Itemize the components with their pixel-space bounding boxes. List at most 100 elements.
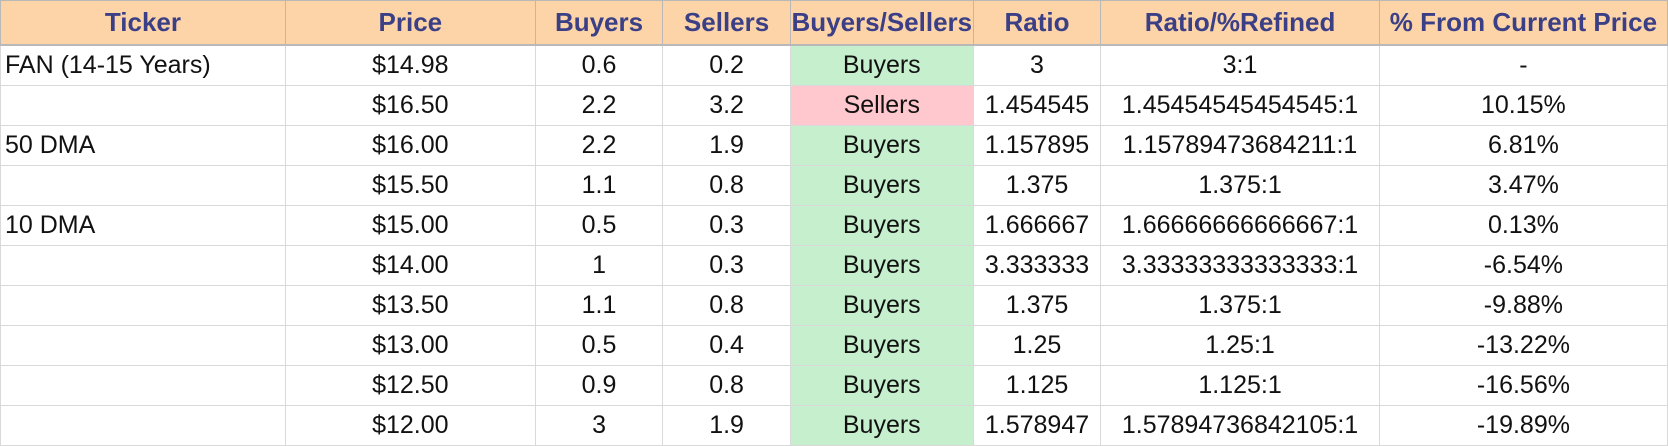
cell-signal[interactable]: Buyers — [789, 325, 974, 366]
cell-ticker[interactable] — [0, 405, 286, 446]
cell-pct-from-current[interactable]: -19.89% — [1378, 405, 1668, 446]
cell-ratio[interactable]: 1.666667 — [972, 205, 1102, 246]
cell-price[interactable]: $12.00 — [284, 405, 536, 446]
cell-ratio[interactable]: 1.454545 — [972, 85, 1102, 126]
cell-price[interactable]: $13.50 — [284, 285, 536, 326]
cell-ratio[interactable]: 1.125 — [972, 365, 1102, 406]
header-buyers-sellers[interactable]: Buyers/Sellers — [789, 0, 974, 46]
table-row: $15.50 1.1 0.8 Buyers 1.375 1.375:1 3.47% — [0, 165, 1668, 206]
cell-pct-from-current[interactable]: 0.13% — [1378, 205, 1668, 246]
cell-ratio-refined[interactable]: 3.33333333333333:1 — [1100, 245, 1380, 286]
table-row: FAN (14-15 Years) $14.98 0.6 0.2 Buyers 3 3:1- — [0, 44, 1668, 86]
cell-ratio-refined[interactable]: 1.125:1 — [1100, 365, 1380, 406]
header-price[interactable]: Price — [284, 0, 536, 46]
cell-ticker[interactable]: 50 DMA — [0, 125, 286, 166]
cell-sellers[interactable]: 0.8 — [662, 285, 791, 326]
cell-buyers[interactable]: 2.2 — [534, 85, 664, 126]
cell-sellers[interactable]: 1.9 — [662, 125, 791, 166]
cell-price[interactable]: $14.00 — [284, 245, 536, 286]
cell-ticker[interactable]: FAN (14-15 Years) — [0, 44, 286, 86]
table-row: $12.00 3 1.9 Buyers 1.578947 1.57894736842105… — [0, 405, 1668, 446]
cell-ratio-refined[interactable]: 1.375:1 — [1100, 285, 1380, 326]
cell-price[interactable]: $13.00 — [284, 325, 536, 366]
header-sellers[interactable]: Sellers — [662, 0, 791, 46]
cell-sellers[interactable]: 0.8 — [662, 165, 791, 206]
table-row: $16.50 2.2 3.2 Sellers 1.454545 1.45454545454… — [0, 85, 1668, 126]
cell-ticker[interactable] — [0, 85, 286, 126]
cell-ratio-refined[interactable]: 1.57894736842105:1 — [1100, 405, 1380, 446]
cell-ratio[interactable]: 1.375 — [972, 165, 1102, 206]
cell-signal[interactable]: Sellers — [789, 85, 974, 126]
cell-pct-from-current[interactable]: 10.15% — [1378, 85, 1668, 126]
table-row: 50 DMA $16.00 2.2 1.9 Buyers 1.157895 1.157894… — [0, 125, 1668, 166]
cell-buyers[interactable]: 2.2 — [534, 125, 664, 166]
cell-sellers[interactable]: 1.9 — [662, 405, 791, 446]
cell-ticker[interactable] — [0, 365, 286, 406]
cell-signal[interactable]: Buyers — [789, 125, 974, 166]
cell-sellers[interactable]: 0.3 — [662, 245, 791, 286]
cell-pct-from-current[interactable]: -13.22% — [1378, 325, 1668, 366]
cell-ratio-refined[interactable]: 1.45454545454545:1 — [1100, 85, 1380, 126]
cell-ratio-refined[interactable]: 1.66666666666667:1 — [1100, 205, 1380, 246]
table-row: $13.50 1.1 0.8 Buyers 1.375 1.375:1 -9.88% — [0, 285, 1668, 326]
cell-price[interactable]: $12.50 — [284, 365, 536, 406]
header-ticker[interactable]: Ticker — [0, 0, 286, 46]
cell-price[interactable]: $16.50 — [284, 85, 536, 126]
cell-buyers[interactable]: 0.5 — [534, 325, 664, 366]
header-row: Ticker Price Buyers Sellers Buyers/Selle… — [0, 0, 1668, 46]
header-ratio-refined[interactable]: Ratio/%Refined — [1100, 0, 1380, 46]
cell-ticker[interactable] — [0, 285, 286, 326]
cell-sellers[interactable]: 0.2 — [662, 44, 791, 86]
cell-ratio[interactable]: 1.578947 — [972, 405, 1102, 446]
cell-ratio-refined[interactable]: 1.375:1 — [1100, 165, 1380, 206]
cell-ratio[interactable]: 1.25 — [972, 325, 1102, 366]
cell-pct-from-current[interactable]: -6.54% — [1378, 245, 1668, 286]
cell-sellers[interactable]: 3.2 — [662, 85, 791, 126]
cell-ratio[interactable]: 3.333333 — [972, 245, 1102, 286]
header-pct-from-current[interactable]: % From Current Price — [1378, 0, 1668, 46]
cell-pct-from-current[interactable]: -9.88% — [1378, 285, 1668, 326]
header-buyers[interactable]: Buyers — [534, 0, 664, 46]
cell-signal[interactable]: Buyers — [789, 205, 974, 246]
cell-sellers[interactable]: 0.3 — [662, 205, 791, 246]
cell-ticker[interactable] — [0, 245, 286, 286]
cell-buyers[interactable]: 1.1 — [534, 165, 664, 206]
cell-signal[interactable]: Buyers — [789, 44, 974, 86]
cell-buyers[interactable]: 1.1 — [534, 285, 664, 326]
cell-signal[interactable]: Buyers — [789, 285, 974, 326]
cell-ratio-refined[interactable]: 1.25:1 — [1100, 325, 1380, 366]
cell-ratio-refined[interactable]: 3:1 — [1100, 44, 1380, 86]
cell-sellers[interactable]: 0.4 — [662, 325, 791, 366]
cell-ratio[interactable]: 1.375 — [972, 285, 1102, 326]
cell-ratio-refined[interactable]: 1.15789473684211:1 — [1100, 125, 1380, 166]
cell-ratio[interactable]: 3 — [972, 44, 1102, 86]
cell-buyers[interactable]: 3 — [534, 405, 664, 446]
cell-ticker[interactable]: 10 DMA — [0, 205, 286, 246]
cell-buyers[interactable]: 0.6 — [534, 44, 664, 86]
table-row: 10 DMA $15.00 0.5 0.3 Buyers 1.666667 1.666666… — [0, 205, 1668, 246]
cell-signal[interactable]: Buyers — [789, 245, 974, 286]
cell-signal[interactable]: Buyers — [789, 365, 974, 406]
header-ratio[interactable]: Ratio — [972, 0, 1102, 46]
cell-buyers[interactable]: 0.5 — [534, 205, 664, 246]
cell-ratio[interactable]: 1.157895 — [972, 125, 1102, 166]
cell-pct-from-current[interactable]: 6.81% — [1378, 125, 1668, 166]
cell-signal[interactable]: Buyers — [789, 405, 974, 446]
cell-buyers[interactable]: 1 — [534, 245, 664, 286]
table-body: FAN (14-15 Years) $14.98 0.6 0.2 Buyers 3 3:1-… — [0, 44, 1668, 446]
table-row: $13.00 0.5 0.4 Buyers 1.25 1.25:1 -13.22% — [0, 325, 1668, 366]
cell-price[interactable]: $16.00 — [284, 125, 536, 166]
cell-pct-from-current[interactable]: 3.47% — [1378, 165, 1668, 206]
cell-buyers[interactable]: 0.9 — [534, 365, 664, 406]
cell-ticker[interactable] — [0, 325, 286, 366]
cell-ticker[interactable] — [0, 165, 286, 206]
table-row: $14.00 1 0.3 Buyers 3.333333 3.33333333333333… — [0, 245, 1668, 286]
cell-pct-from-current[interactable]: -16.56% — [1378, 365, 1668, 406]
cell-signal[interactable]: Buyers — [789, 165, 974, 206]
cell-price[interactable]: $15.50 — [284, 165, 536, 206]
cell-price[interactable]: $14.98 — [284, 44, 536, 86]
cell-price[interactable]: $15.00 — [284, 205, 536, 246]
cell-pct-from-current[interactable]: - — [1378, 44, 1668, 86]
cell-sellers[interactable]: 0.8 — [662, 365, 791, 406]
